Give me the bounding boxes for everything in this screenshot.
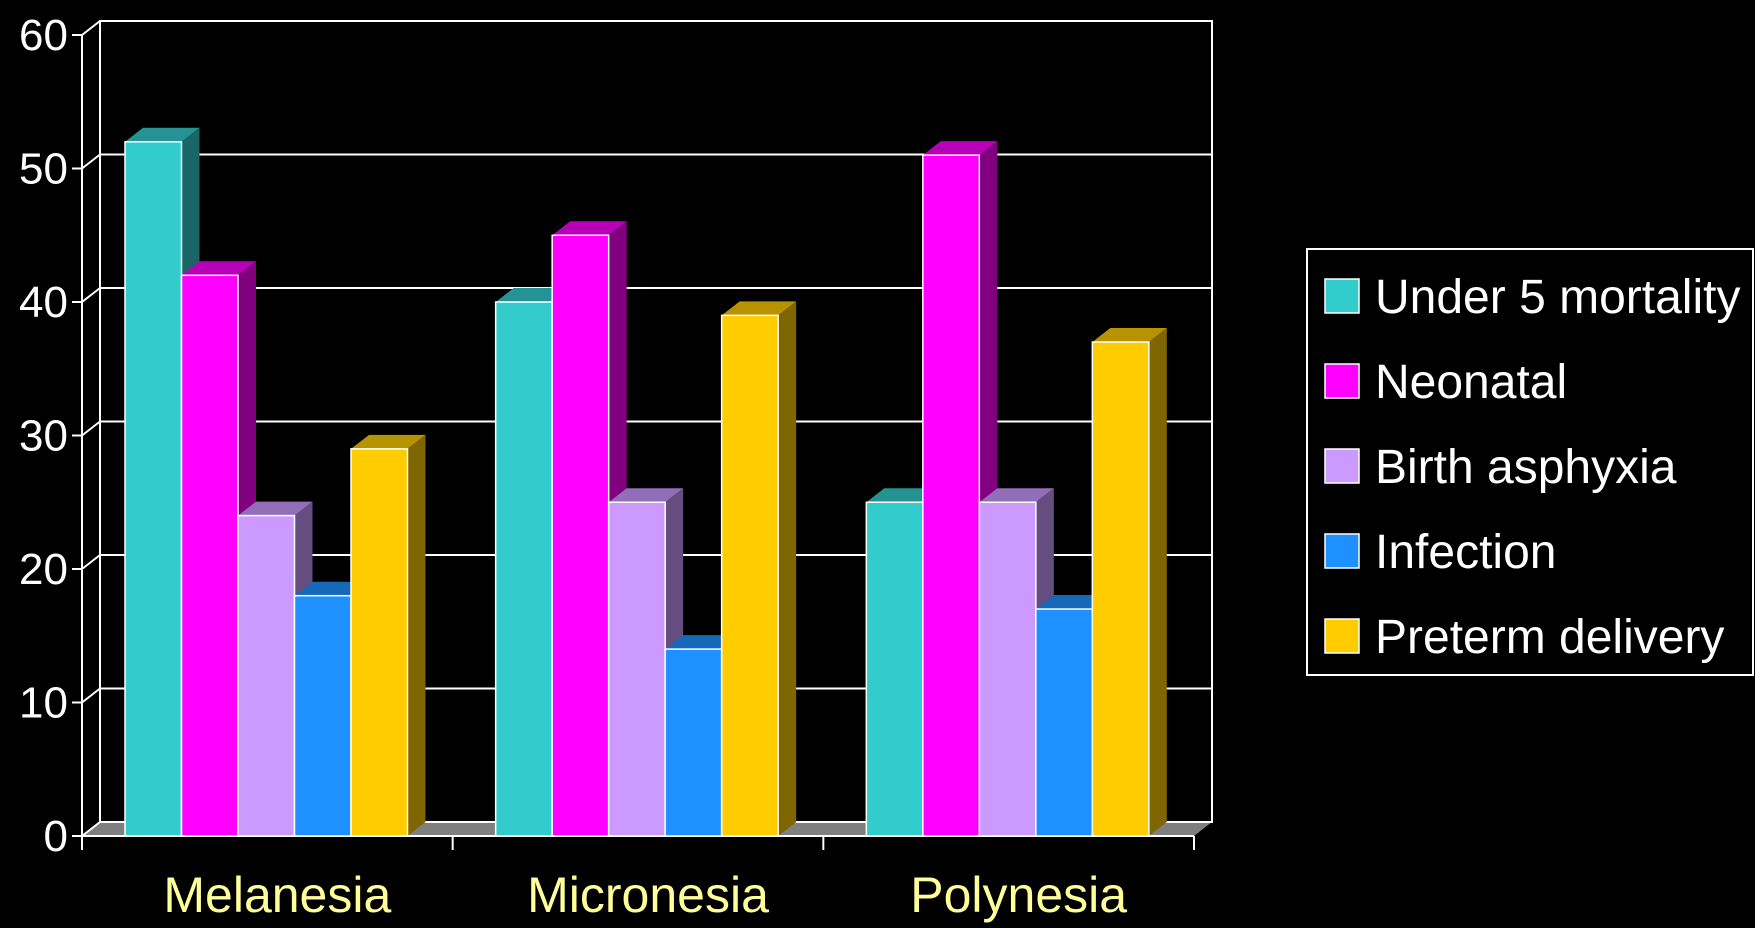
bar-layer [124,127,1167,837]
bar-front [124,141,183,837]
x-category-label: Micronesia [527,867,769,923]
bar-top [125,127,200,142]
bar-front [350,448,409,837]
y-tick-label: 50 [19,145,68,194]
bar [180,261,256,837]
bar-top [608,488,684,503]
legend: Under 5 mortality Neonatal Birth asphyxia I… [1306,248,1754,676]
side-wall-gridline [81,153,101,170]
bar-front [664,648,723,837]
bar-front [1035,608,1094,837]
bar-side [778,301,797,837]
side-wall-gridline [81,20,101,36]
bar [1091,328,1167,837]
bar-top [979,488,1054,503]
legend-box [1306,248,1754,676]
bar-top [181,261,256,276]
legend-entry: Neonatal [1375,356,1567,409]
bar [350,434,426,837]
bar-top [351,434,426,449]
bar-side [1148,328,1167,836]
legend-entry: Birth asphyxia [1375,441,1677,494]
y-tick-label: 20 [19,545,68,594]
y-tick-label: 30 [19,412,68,461]
bar-top [922,141,998,156]
legend-swatch [1324,278,1360,314]
y-tick-label: 40 [19,278,68,327]
legend-swatch [1324,618,1360,654]
y-tick-label: 0 [44,812,68,861]
bar-top [552,221,627,236]
y-tick-label: 10 [19,679,68,728]
bar-top [721,301,797,316]
x-category-label: Polynesia [910,867,1127,923]
legend-entry: Infection [1375,526,1556,579]
bar-top [238,501,313,516]
bar-front [978,501,1037,837]
bar-front [865,501,924,837]
bar-front [1091,341,1150,837]
x-category-label: Melanesia [163,867,391,923]
y-tick-label: 60 [19,11,68,60]
label-layer: 0 10 20 30 40 50 60 Melanesia Micronesia Polynesi… [19,11,1127,923]
bar-front [607,501,666,837]
bar-front [180,274,239,837]
bar-top [1092,328,1167,343]
legend-swatch [1324,533,1360,569]
legend-entry: Preterm delivery [1375,611,1724,664]
side-wall-gridline [81,420,101,437]
legend-entry: Under 5 mortality [1375,271,1740,324]
side-wall-gridline [81,554,101,570]
bar-side [407,434,426,836]
bar [720,301,797,837]
legend-swatch [1324,363,1360,399]
bar-front [922,154,981,837]
side-wall-gridline [81,821,101,837]
legend-swatch [1324,448,1360,484]
bar-front [494,301,553,837]
bar-front [720,314,779,837]
side-wall-gridline [81,287,101,303]
bar-front [237,514,296,837]
side-wall-gridline [81,687,101,704]
bar-front [551,234,610,837]
bar-front [293,594,352,837]
